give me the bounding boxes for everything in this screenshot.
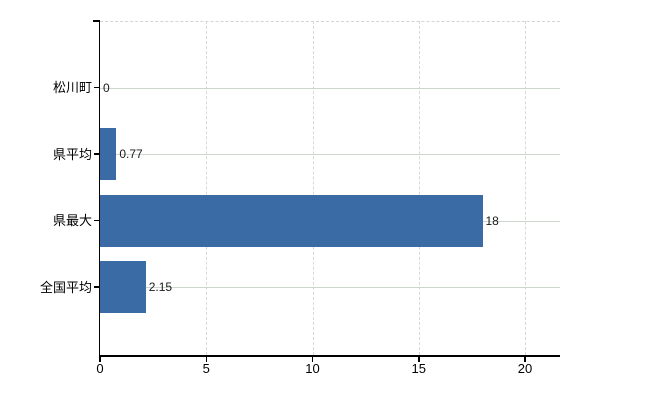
category-label: 全国平均 xyxy=(39,279,92,295)
category-label: 県最大 xyxy=(52,213,92,228)
x-axis xyxy=(98,355,560,357)
gridline-vertical xyxy=(206,21,208,355)
bar xyxy=(100,128,117,180)
y-axis-tick xyxy=(94,86,100,89)
x-axis-tick xyxy=(311,356,314,362)
x-tick-label: 20 xyxy=(517,361,533,376)
x-tick-label: 5 xyxy=(202,361,210,376)
x-axis-tick xyxy=(418,356,420,362)
gridline-vertical xyxy=(525,21,526,355)
category-label: 県平均 xyxy=(52,146,92,162)
x-tick-label: 15 xyxy=(411,361,426,376)
category-label: 松川町 xyxy=(52,80,92,95)
value-label: 0 xyxy=(103,80,110,95)
plot-top-border xyxy=(100,21,560,22)
gridline-horizontal xyxy=(100,87,560,89)
y-axis-tick xyxy=(94,153,100,155)
y-axis xyxy=(98,21,100,355)
bar xyxy=(100,261,146,313)
gridline-horizontal xyxy=(100,287,560,288)
x-axis-tick xyxy=(99,356,101,362)
value-label: 0.77 xyxy=(119,147,143,161)
value-label: 2.15 xyxy=(148,280,173,294)
gridline-vertical xyxy=(418,21,420,355)
y-axis-tick xyxy=(94,286,100,288)
gridline-vertical xyxy=(312,21,314,355)
y-axis-top-tick xyxy=(93,20,100,22)
y-axis-tick xyxy=(94,219,100,222)
x-axis-tick xyxy=(524,356,526,362)
x-tick-label: 10 xyxy=(305,361,320,376)
gridline-horizontal xyxy=(100,154,560,155)
value-label: 18 xyxy=(485,213,499,228)
bar xyxy=(100,194,483,247)
x-axis-tick xyxy=(205,356,207,362)
x-tick-label: 0 xyxy=(96,361,104,376)
